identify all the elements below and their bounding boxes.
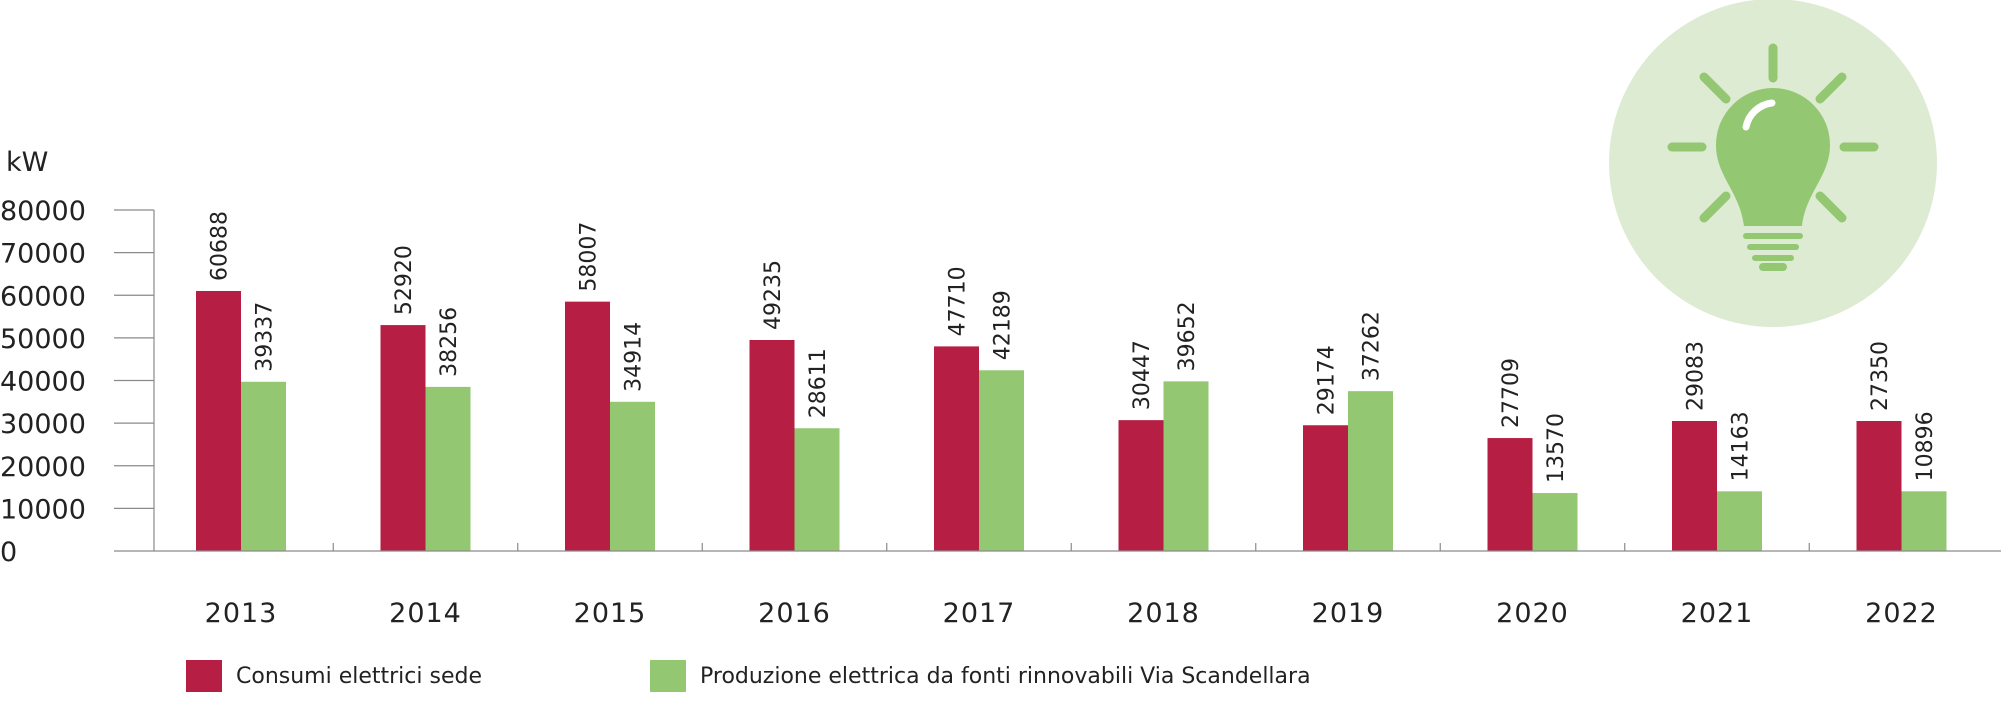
value-label-consumi-2018: 30447 <box>1130 340 1155 410</box>
y-tick-label: 30000 <box>0 409 86 440</box>
y-tick-label: 60000 <box>0 281 86 312</box>
legend-label-consumi: Consumi elettrici sede <box>236 663 482 689</box>
legend-swatch-consumi <box>186 660 222 692</box>
legend-label-produzione: Produzione elettrica da fonti rinnovabil… <box>700 663 1311 689</box>
y-axis-ticks: 0 10000 20000 30000 40000 50000 60000 70000 8000… <box>0 196 154 568</box>
value-label-produzione-2017: 42189 <box>991 290 1016 360</box>
legend: Consumi elettrici sede Produzione elettr… <box>186 660 1311 692</box>
value-label-consumi-2022: 27350 <box>1868 341 1893 411</box>
bar-produzione-2022 <box>1901 491 1947 551</box>
bulb-shape <box>1667 43 1879 271</box>
value-label-produzione-2019: 37262 <box>1360 311 1385 381</box>
value-label-consumi-2015: 58007 <box>577 222 602 292</box>
y-axis-unit-label: kW <box>6 147 48 178</box>
value-labels: 60688 39337 52920 38256 58007 34914 49235 28611… <box>208 211 1939 483</box>
bar-produzione-2014 <box>425 386 471 551</box>
bar-consumi-2017 <box>934 346 979 551</box>
y-tick-label: 70000 <box>0 239 86 270</box>
bar-consumi-2013 <box>196 290 241 551</box>
value-label-produzione-2022: 10896 <box>1913 411 1938 481</box>
bar-consumi-2018 <box>1118 420 1164 551</box>
value-label-consumi-2020: 27709 <box>1499 358 1524 428</box>
lightbulb-icon <box>1609 0 1937 327</box>
y-tick-label: 20000 <box>0 452 86 483</box>
x-label-2017: 2017 <box>943 598 1016 629</box>
axes <box>153 210 2001 552</box>
bar-consumi-2015 <box>565 301 610 551</box>
bulb-base-ring <box>1752 255 1794 261</box>
bar-consumi-2016 <box>749 340 795 551</box>
bar-produzione-2015 <box>610 401 655 551</box>
x-label-2016: 2016 <box>758 598 831 629</box>
bar-produzione-2013 <box>241 381 286 551</box>
x-label-2015: 2015 <box>574 598 647 629</box>
x-axis-labels: 2013 2014 2015 2016 2017 2018 2019 2020 2021 2022 <box>205 598 1938 629</box>
x-label-2013: 2013 <box>205 598 278 629</box>
x-label-2014: 2014 <box>389 598 462 629</box>
value-label-produzione-2015: 34914 <box>622 322 647 392</box>
value-label-produzione-2020: 13570 <box>1544 413 1569 483</box>
value-label-consumi-2017: 47710 <box>946 266 971 336</box>
x-label-2022: 2022 <box>1865 598 1938 629</box>
bar-chart: kW 0 10000 20000 30000 40000 50000 60000 70000 8… <box>0 0 2001 629</box>
y-tick-label: 50000 <box>0 324 86 355</box>
bar-consumi-2020 <box>1487 438 1533 551</box>
y-tick-label: 80000 <box>0 196 86 227</box>
value-label-produzione-2021: 14163 <box>1729 411 1754 481</box>
value-label-produzione-2018: 39652 <box>1175 301 1200 371</box>
bulb-ray <box>1815 191 1847 223</box>
x-label-2021: 2021 <box>1681 598 1754 629</box>
value-label-produzione-2014: 38256 <box>437 307 462 377</box>
legend-swatch-produzione <box>650 660 686 692</box>
bulb-tip <box>1759 263 1787 271</box>
value-label-consumi-2013: 60688 <box>208 211 233 281</box>
bulb-ray <box>1699 72 1731 104</box>
legend-item-consumi: Consumi elettrici sede <box>186 660 482 692</box>
bulb-highlight <box>1742 99 1776 131</box>
bar-produzione-2017 <box>979 370 1024 551</box>
bulb-ray <box>1699 191 1731 223</box>
bulb-base-ring <box>1743 233 1803 239</box>
bar-consumi-2022 <box>1856 420 1902 551</box>
bulb-base-ring <box>1747 244 1799 250</box>
bar-produzione-2018 <box>1163 381 1209 551</box>
y-tick-label: 10000 <box>0 494 86 525</box>
value-label-produzione-2013: 39337 <box>253 302 278 372</box>
x-label-2019: 2019 <box>1312 598 1385 629</box>
value-label-consumi-2016: 49235 <box>761 260 786 330</box>
bar-consumi-2021 <box>1672 420 1717 551</box>
value-label-consumi-2014: 52920 <box>392 245 417 315</box>
bar-consumi-2019 <box>1303 425 1348 551</box>
y-tick-label: 40000 <box>0 367 86 398</box>
bar-produzione-2021 <box>1717 491 1762 551</box>
y-tick-label: 0 <box>0 537 17 568</box>
bulb-ray <box>1815 72 1847 104</box>
value-label-produzione-2016: 28611 <box>806 348 831 418</box>
bar-produzione-2019 <box>1348 391 1393 551</box>
bar-produzione-2016 <box>794 428 840 551</box>
value-label-consumi-2019: 29174 <box>1315 345 1340 415</box>
bars <box>196 290 1947 551</box>
bar-consumi-2014 <box>380 325 426 551</box>
x-label-2020: 2020 <box>1496 598 1569 629</box>
bar-produzione-2020 <box>1532 493 1578 551</box>
x-label-2018: 2018 <box>1127 598 1200 629</box>
legend-item-produzione: Produzione elettrica da fonti rinnovabil… <box>650 660 1311 692</box>
value-label-consumi-2021: 29083 <box>1684 341 1709 411</box>
